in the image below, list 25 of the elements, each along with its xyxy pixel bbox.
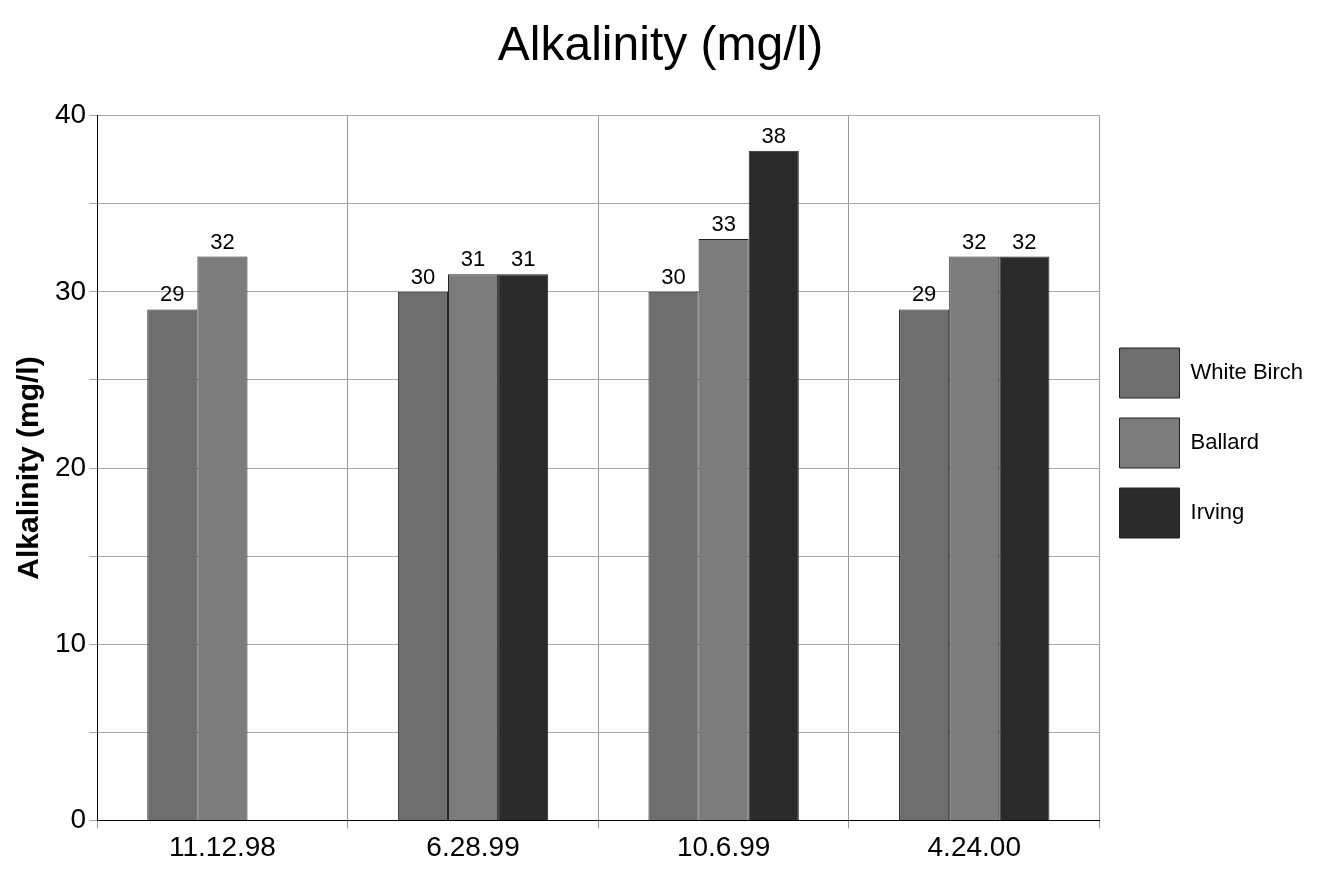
data-label: 32 — [961, 228, 987, 254]
y-tick-label: 40 — [54, 98, 87, 130]
data-label: 32 — [210, 228, 235, 254]
y-tick-label: 30 — [54, 274, 87, 306]
legend-label: White Birch — [1190, 359, 1304, 385]
y-axis-title: Alkalinity (mg/l) — [11, 356, 45, 580]
data-label: 29 — [160, 281, 185, 307]
x-tick-label: 10.6.99 — [676, 830, 771, 862]
y-tick-label: 10 — [54, 626, 87, 658]
x-tick-label: 4.24.00 — [927, 830, 1021, 862]
data-label: 29 — [911, 281, 937, 307]
data-label: 31 — [510, 246, 536, 272]
x-tick-label: 6.28.99 — [426, 830, 520, 862]
data-label: 30 — [410, 263, 436, 289]
y-tick-label: 20 — [54, 450, 87, 482]
legend-label: Ballard — [1190, 429, 1260, 455]
data-label: 31 — [460, 246, 486, 272]
data-label: 32 — [1012, 228, 1037, 254]
chart-title: Alkalinity (mg/l) — [497, 17, 824, 71]
legend-label: Irving — [1190, 499, 1245, 525]
data-label: 30 — [661, 263, 686, 289]
y-tick-label: 0 — [70, 803, 87, 835]
data-label: 38 — [761, 122, 786, 148]
x-tick-label: 11.12.98 — [168, 830, 276, 862]
data-label: 33 — [711, 211, 736, 236]
